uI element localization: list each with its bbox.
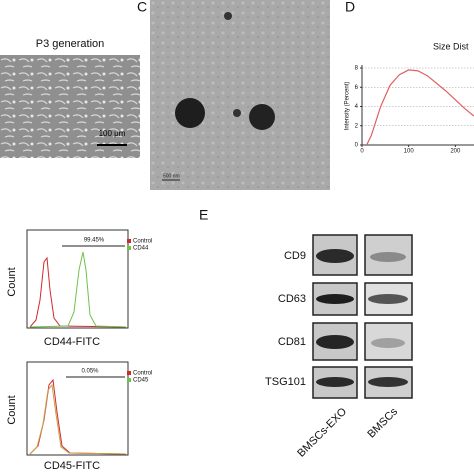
- column-label: BMSCs: [365, 405, 400, 440]
- x-axis-label: CD45-FITC: [44, 460, 100, 472]
- row-label: CD81: [278, 336, 306, 348]
- gate-percent: 0.05%: [81, 369, 99, 375]
- x-tick-label: 100: [404, 149, 415, 155]
- y-axis-label: Count: [6, 267, 18, 296]
- panel-label: E: [199, 207, 208, 223]
- line-series: [366, 69, 474, 146]
- y-tick-label: 8: [355, 66, 359, 72]
- y-axis-label: Count: [6, 395, 18, 424]
- row-label: CD63: [278, 293, 306, 305]
- scale-label: 500 nm: [163, 173, 180, 179]
- legend-swatch: [127, 246, 131, 250]
- y-tick-label: 4: [355, 104, 359, 110]
- histogram: [29, 251, 127, 328]
- panel-label: D: [345, 0, 355, 15]
- x-tick-label: 200: [450, 149, 461, 155]
- legend-swatch: [127, 378, 131, 382]
- column-label: BMSCs-EXO: [295, 405, 349, 459]
- x-tick-label: 0: [360, 149, 364, 155]
- legend-swatch: [127, 371, 131, 375]
- plot-frame: [26, 229, 129, 329]
- micrograph: [0, 55, 140, 158]
- legend-label: Control: [133, 239, 152, 245]
- flow-panel: 99.45% Control CD44 Count CD44-FITC: [6, 229, 152, 348]
- gate-percent: 99.45%: [84, 238, 105, 244]
- plot-frame: [26, 361, 129, 456]
- tem-image: [150, 0, 330, 190]
- vesicle: [249, 104, 275, 130]
- chart-title: Size Dist: [433, 41, 469, 51]
- row-label: TSG101: [265, 376, 306, 388]
- legend-label: CD45: [133, 378, 149, 384]
- histogram: [29, 383, 127, 455]
- panel-title: P3 generation: [36, 38, 105, 50]
- vesicle: [175, 98, 205, 128]
- flow-panel: 0.05% Control CD45 Count CD45-FITC: [6, 361, 152, 472]
- vesicle: [233, 109, 241, 117]
- size-chart: 0 2 4 6 8 0 100 200: [355, 65, 474, 155]
- scale-label: 100 μm: [99, 129, 126, 138]
- y-tick-label: 2: [355, 123, 359, 129]
- y-axis-label: Intensity (Percent): [345, 82, 351, 131]
- panel-label: C: [137, 0, 147, 15]
- y-tick-label: 0: [355, 143, 359, 149]
- legend-label: CD44: [133, 246, 149, 252]
- blot-rows: [312, 234, 413, 399]
- histogram: [29, 256, 127, 328]
- x-axis-label: CD44-FITC: [44, 336, 100, 348]
- vesicle: [224, 12, 232, 20]
- legend-label: Control: [133, 371, 152, 377]
- y-tick-label: 6: [355, 85, 359, 91]
- row-label: CD9: [284, 250, 306, 262]
- legend-swatch: [127, 239, 131, 243]
